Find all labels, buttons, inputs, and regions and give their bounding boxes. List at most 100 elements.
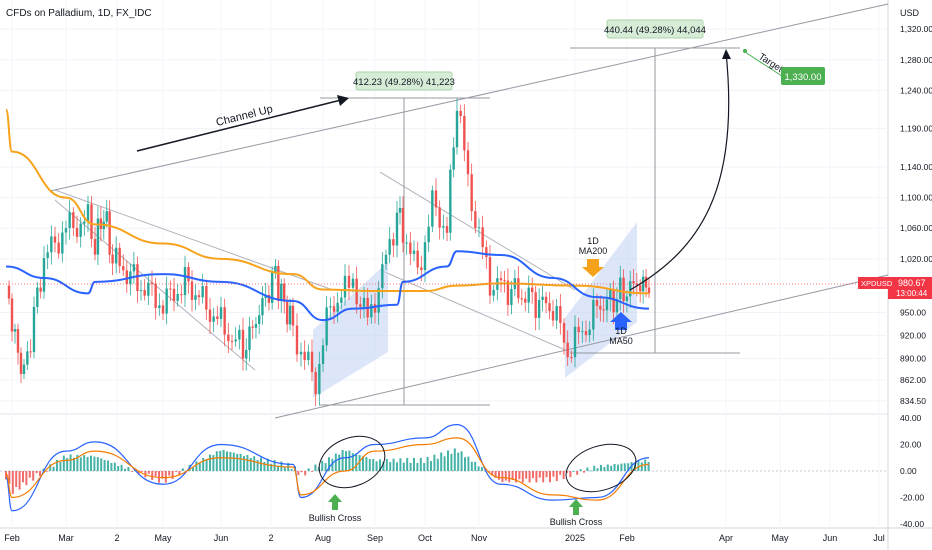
candle-body — [72, 212, 75, 228]
candle-body — [258, 315, 261, 324]
histogram-bar — [620, 463, 623, 471]
candle-body — [161, 305, 165, 314]
histogram-bar — [328, 457, 330, 471]
candle-body — [118, 247, 121, 267]
projection-curve — [629, 51, 730, 291]
candle-body — [22, 364, 26, 375]
histogram-bar — [11, 471, 14, 494]
osc-tick-label: 40.00 — [900, 413, 922, 423]
histogram-bar — [606, 464, 609, 471]
ma200-tf-label: 1D — [587, 236, 599, 246]
candle-body — [551, 311, 555, 321]
histogram-layer — [5, 448, 650, 494]
candle-body — [295, 325, 299, 355]
histogram-bar — [124, 468, 126, 471]
histogram-bar — [90, 455, 92, 471]
oscillator-axis[interactable]: 40.00 20.00 0.00 -20.00 -40.00 — [900, 413, 924, 529]
candle-body — [629, 281, 632, 297]
histogram-bar — [637, 460, 640, 471]
candle-body — [270, 272, 274, 303]
price-tick-label: 1,060.00 — [900, 223, 932, 233]
last-price-box — [888, 277, 932, 299]
candle-body — [39, 287, 42, 292]
candle-body — [105, 211, 108, 222]
histogram-bar — [8, 471, 11, 484]
candle-body — [53, 236, 57, 243]
candle-body — [194, 295, 197, 300]
ma200-line — [5, 108, 650, 295]
candle-body — [541, 296, 544, 300]
candle-body — [581, 331, 584, 333]
candle-body — [187, 266, 190, 282]
histogram-bar — [600, 464, 602, 471]
candle-body — [318, 364, 321, 395]
candle-body — [537, 299, 541, 318]
target-connector — [744, 51, 789, 81]
histogram-bar — [236, 454, 239, 471]
candle-body — [303, 351, 306, 361]
histogram-bar — [549, 471, 551, 483]
candle-body — [485, 247, 488, 258]
candle-body — [431, 190, 434, 227]
candle-body — [310, 351, 314, 373]
histogram-bar — [175, 471, 177, 472]
histogram-bar — [304, 471, 307, 476]
histogram-bar — [586, 467, 589, 471]
price-axis[interactable]: 1,320.00 1,280.00 1,240.00 1,190.00 1,140.00… — [900, 24, 932, 406]
histogram-bar — [593, 465, 596, 471]
candle-body — [75, 227, 79, 237]
histogram-bar — [260, 457, 262, 471]
candle-body — [622, 277, 625, 302]
histogram-bar — [436, 458, 439, 471]
symbol-label-box — [858, 277, 888, 289]
histogram-bar — [222, 449, 225, 471]
candle-body — [283, 283, 286, 302]
candle-body — [559, 306, 562, 323]
target-value-box — [781, 67, 825, 85]
symbol-label: XPDUSD — [861, 279, 893, 288]
histogram-bar — [158, 471, 160, 483]
histogram-bar — [25, 471, 28, 486]
histogram-bar — [59, 462, 62, 471]
histogram-bar — [413, 457, 415, 471]
ma50-line — [5, 250, 650, 322]
histogram-bar — [253, 456, 256, 471]
histogram-bar — [198, 463, 201, 471]
histogram-bar — [396, 462, 398, 471]
candle-body — [143, 290, 146, 296]
histogram-bar — [181, 468, 184, 471]
candle-body — [291, 305, 295, 326]
histogram-bar — [113, 462, 116, 471]
histogram-bar — [545, 471, 548, 478]
time-axis[interactable]: Feb Mar 2 May Jun 2 Aug Sep Oct Nov 2025 Feb Apr May J… — [4, 533, 885, 543]
candle-body — [83, 221, 86, 224]
histogram-bar — [467, 456, 470, 471]
price-tick-label: 862.00 — [900, 375, 926, 385]
histogram-bar — [22, 471, 24, 483]
candle-body — [351, 278, 355, 288]
candle-body — [370, 304, 373, 318]
histogram-bar — [430, 461, 432, 471]
candle-body — [612, 289, 615, 313]
histogram-bar — [107, 460, 109, 471]
candle-body — [201, 286, 204, 298]
falling-channel-top-2 — [379, 171, 576, 291]
candle-body — [474, 211, 477, 228]
histogram-bar — [195, 461, 198, 471]
histogram-bar — [103, 460, 106, 471]
candle-body — [234, 339, 237, 342]
histogram-bar — [647, 461, 650, 471]
ma50-tf-label: 1D — [615, 326, 627, 336]
candle-body — [377, 288, 380, 313]
candle-body — [445, 226, 449, 233]
histogram-bar — [117, 465, 120, 471]
candle-body — [488, 257, 492, 296]
histogram-bar — [290, 469, 293, 471]
measure-label-box-1 — [355, 71, 453, 91]
candle-body — [573, 326, 577, 358]
histogram-bar — [399, 458, 402, 471]
histogram-bar — [205, 459, 208, 471]
histogram-bar — [504, 471, 507, 481]
histogram-bar — [640, 462, 643, 471]
